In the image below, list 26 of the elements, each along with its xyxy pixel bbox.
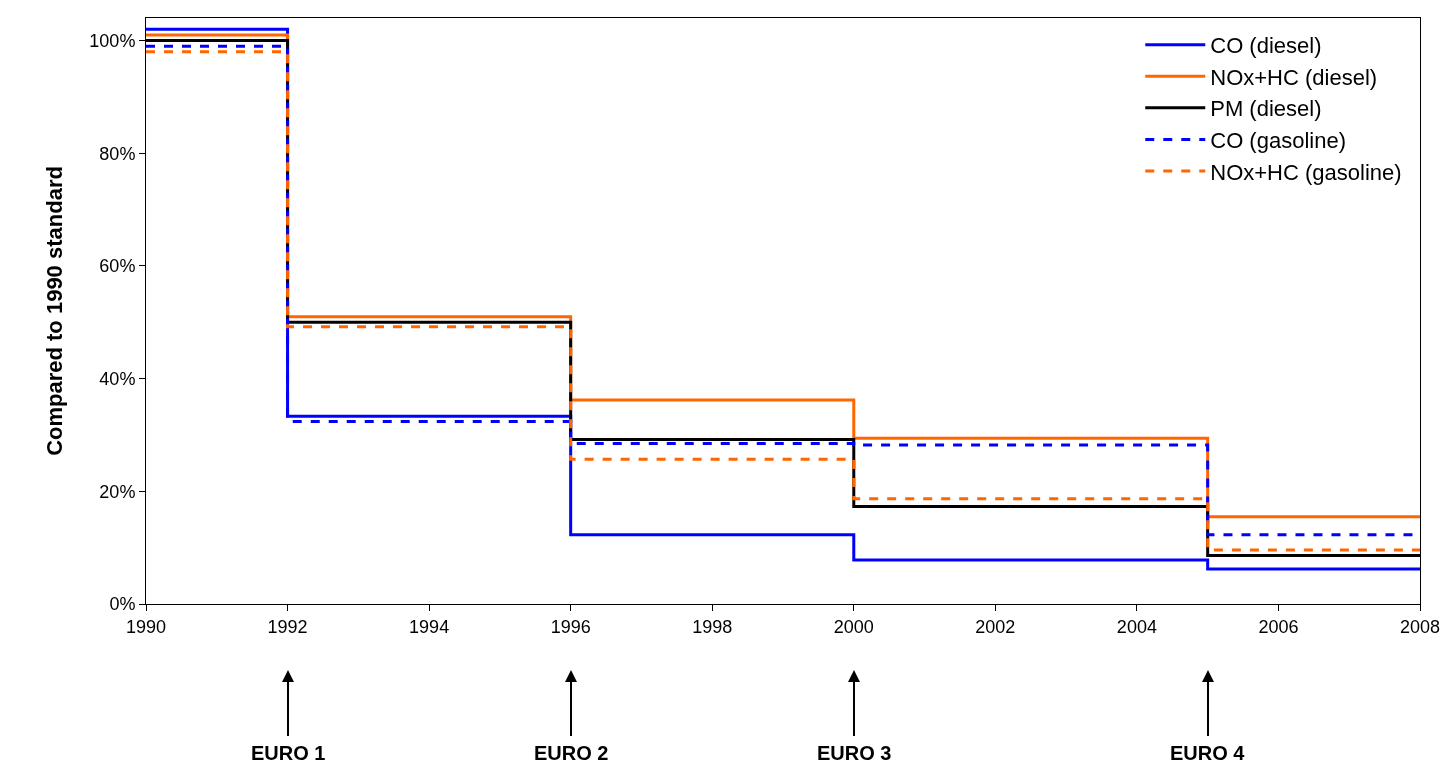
x-tick-label: 2000 (833, 616, 874, 637)
x-tick-label: 2006 (1258, 616, 1299, 637)
x-tick-label: 1992 (267, 616, 308, 637)
y-tick-label: 80% (99, 143, 136, 164)
legend-label: CO (diesel) (1210, 33, 1322, 59)
text: EURO 2 (534, 742, 609, 764)
x-tick-label: 1996 (550, 616, 591, 637)
x-tick-label: 1994 (409, 616, 450, 637)
legend-label: NOx+HC (diesel) (1210, 64, 1378, 90)
legend-label: NOx+HC (gasoline) (1210, 159, 1402, 185)
x-tick-label: 2002 (975, 616, 1016, 637)
y-tick-label: 100% (89, 30, 136, 51)
text: EURO 3 (817, 742, 892, 764)
y-tick-label: 20% (99, 481, 136, 502)
x-tick-label: 1990 (125, 616, 167, 637)
y-tick-label: 0% (109, 594, 136, 615)
y-tick-label: 40% (99, 368, 136, 389)
legend-label: CO (gasoline) (1210, 128, 1346, 154)
text: EURO 4 (1170, 742, 1246, 764)
x-tick-label: 1998 (692, 616, 733, 637)
text: EURO 1 (251, 742, 326, 764)
y-axis-title: Compared to 1990 standard (42, 166, 68, 456)
y-tick-label: 60% (99, 256, 136, 277)
legend-label: PM (diesel) (1210, 96, 1322, 122)
x-tick-label: 2008 (1399, 616, 1441, 637)
x-tick-label: 2004 (1116, 616, 1157, 637)
